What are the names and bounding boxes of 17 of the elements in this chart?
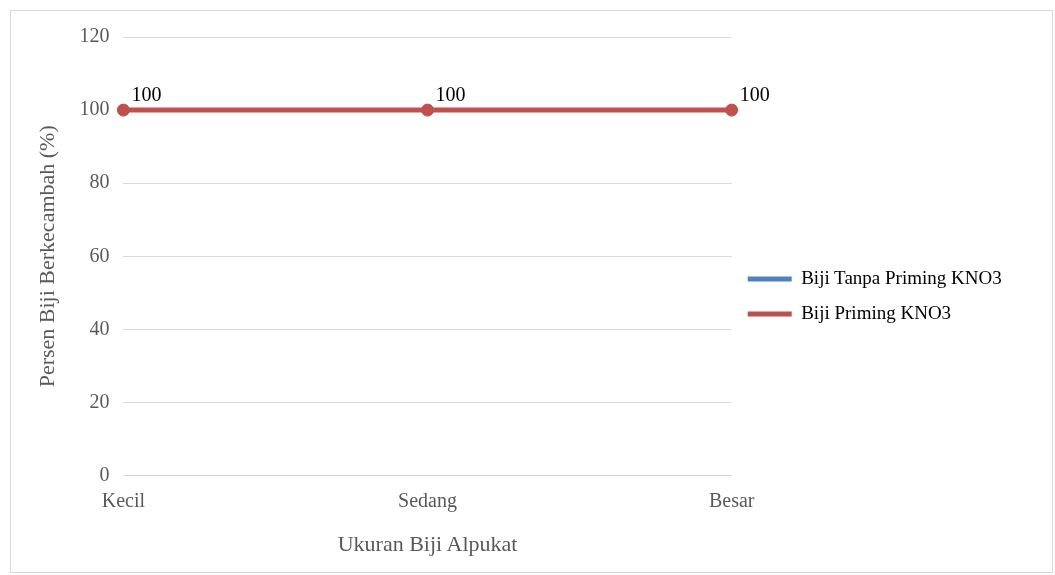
x-tick-label: Kecil (101, 488, 146, 511)
data-label: 100 (739, 83, 770, 106)
data-label: 100 (435, 83, 466, 106)
y-tick-label: 120 (79, 24, 110, 47)
y-tick-label: 100 (79, 97, 110, 120)
legend-label: Biji Tanpa Priming KNO3 (801, 266, 1002, 288)
y-tick-label: 80 (89, 170, 110, 193)
data-label: 100 (131, 83, 162, 106)
x-axis-title: Ukuran Biji Alpukat (337, 530, 518, 556)
y-tick-label: 60 (89, 243, 110, 266)
legend-label: Biji Priming KNO3 (801, 301, 952, 323)
y-tick-label: 20 (89, 389, 110, 412)
x-tick-label: Besar (708, 488, 755, 511)
y-axis-title: Persen Biji Berkecambah (%) (33, 125, 59, 388)
y-tick-label: 0 (99, 462, 110, 485)
y-tick-label: 40 (89, 316, 110, 339)
x-tick-label: Sedang (398, 488, 457, 512)
